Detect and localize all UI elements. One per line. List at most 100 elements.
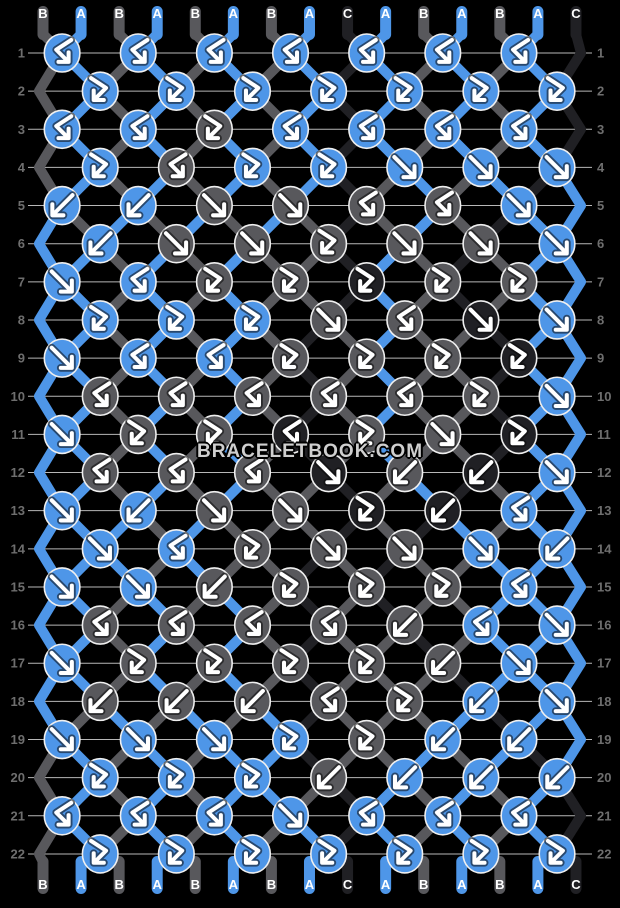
strand-letter-top-1: B	[38, 6, 47, 21]
strand-letter-top-12: A	[457, 6, 467, 21]
knot-arrow-f-r6-c3	[240, 231, 265, 256]
strand-letter-top-15: C	[571, 6, 581, 21]
knot-arrow-bf-r3-c6	[434, 114, 454, 141]
strand-letter-bottom-14: A	[533, 877, 543, 892]
knot-arrow-b-r13-c6	[431, 498, 456, 523]
knot-arrow-bf-r18-c4	[320, 686, 340, 713]
knot-arrow-bf-r10-c1	[92, 381, 112, 408]
knot-arrow-bf-r21-c2	[130, 800, 150, 827]
knot-arrow-bf-r9-c3	[206, 343, 226, 369]
knot-arrow-f-r14-c5	[392, 536, 417, 561]
strand-end-bottom-2	[75, 856, 87, 894]
row-number-right-8: 8	[597, 312, 604, 327]
row-number-right-16: 16	[597, 618, 611, 633]
knot-arrow-bf-r11-c4	[282, 419, 302, 446]
strand-letter-top-2: A	[76, 6, 86, 21]
row-number-left-2: 2	[18, 84, 25, 99]
row-number-left-22: 22	[11, 846, 25, 861]
strand-end-top-11	[418, 6, 430, 40]
row-number-right-10: 10	[597, 389, 611, 404]
knot-arrow-f-r21-c4	[278, 803, 303, 828]
knot-arrow-bf-r1-c2	[130, 37, 150, 64]
knot-arrow-bf-r1-c1	[54, 37, 74, 64]
knot-arrow-f-r19-c3	[201, 727, 227, 752]
knot-arrow-bf-r16-c3	[244, 610, 264, 636]
strand-letter-bottom-4: A	[153, 877, 163, 892]
row-number-right-1: 1	[597, 46, 604, 61]
knot-arrow-f-r5-c4	[278, 193, 303, 218]
row-number-left-16: 16	[11, 618, 25, 633]
knot-arrow-fb-r7-c3	[203, 266, 223, 293]
knot-arrow-bf-r21-c6	[434, 800, 454, 827]
knot-arrow-f-r17-c1	[49, 650, 74, 676]
row-number-left-12: 12	[11, 465, 25, 480]
knot-arrow-fb-r7-c7	[507, 266, 527, 293]
strand-end-top-15	[570, 6, 582, 40]
row-number-left-20: 20	[11, 770, 25, 785]
strand-end-bottom-5	[189, 856, 201, 894]
knot-arrow-fb-r11-c2	[127, 419, 147, 446]
knot-arrow-bf-r3-c2	[130, 114, 150, 141]
knot-arrow-f-r8-c4	[316, 307, 341, 332]
knot-arrow-bf-r10-c5	[396, 381, 416, 408]
knot-arrow-bf-r3-c1	[54, 114, 74, 141]
knot-arrow-fb-r2-c7	[545, 76, 565, 102]
strand-letter-bottom-1: B	[38, 877, 47, 892]
strand-letter-bottom-9: C	[343, 877, 353, 892]
strand-end-bottom-15	[570, 856, 582, 894]
row-number-left-15: 15	[11, 579, 25, 594]
knot-arrow-b-r13-c2	[126, 498, 151, 523]
knot-arrow-b-r6-c1	[88, 231, 113, 256]
row-number-right-15: 15	[597, 579, 611, 594]
knot-arrow-f-r4-c7	[544, 155, 569, 180]
knot-arrow-fb-r22-c3	[241, 838, 261, 865]
knot-arrow-fb-r9-c5	[355, 343, 375, 369]
knot-arrow-f-r8-c6	[468, 307, 493, 332]
row-number-left-11: 11	[11, 427, 25, 442]
row-number-left-18: 18	[11, 694, 25, 709]
strand-letter-bottom-5: B	[191, 877, 200, 892]
row-number-right-11: 11	[597, 427, 611, 442]
knot-arrow-fb-r2-c5	[393, 76, 413, 102]
knot-arrow-b-r20-c4	[316, 765, 342, 790]
row-number-right-17: 17	[597, 656, 611, 671]
knot-arrow-bf-r15-c7	[511, 571, 531, 598]
row-number-right-5: 5	[597, 198, 604, 213]
strand-letter-top-10: A	[381, 6, 391, 21]
strand-letter-top-11: B	[419, 6, 428, 21]
strand-end-top-4	[151, 6, 163, 40]
knot-arrow-fb-r20-c1	[89, 762, 109, 789]
knot-arrow-f-r13-c3	[201, 498, 227, 523]
knot-arrow-f-r8-c7	[544, 307, 569, 332]
strand-letter-top-6: A	[229, 6, 239, 21]
knot-arrow-fb-r22-c7	[545, 838, 565, 865]
knot-arrow-f-r19-c2	[125, 727, 151, 752]
row-number-left-10: 10	[11, 389, 25, 404]
knot-arrow-bf-r9-c2	[130, 343, 150, 369]
row-number-right-2: 2	[597, 84, 604, 99]
knot-arrow-b-r12-c5	[392, 460, 418, 485]
knot-arrow-f-r7-c1	[49, 269, 74, 294]
knot-arrow-f-r12-c7	[544, 460, 569, 485]
row-number-left-17: 17	[11, 656, 25, 671]
row-number-right-9: 9	[597, 351, 604, 366]
knot-arrow-fb-r19-c4	[279, 724, 299, 751]
knot-arrow-fb-r7-c4	[279, 266, 299, 293]
strand-end-bottom-1	[37, 856, 49, 894]
strand-letter-top-3: B	[114, 6, 123, 21]
knot-arrow-fb-r4-c3	[241, 152, 261, 179]
knot-arrow-fb-r9-c6	[431, 343, 451, 369]
knot-arrow-b-r5-c2	[126, 193, 151, 218]
strand-end-top-9	[342, 6, 354, 40]
row-number-left-21: 21	[11, 808, 25, 823]
row-number-right-7: 7	[597, 274, 604, 289]
knot-arrow-b-r20-c7	[545, 765, 570, 790]
knot-arrow-bf-r3-c7	[511, 114, 531, 141]
knot-arrow-fb-r11-c3	[203, 419, 223, 446]
knot-arrow-bf-r3-c4	[282, 114, 302, 141]
knot-arrow-fb-r4-c4	[317, 152, 337, 179]
knot-arrow-fb-r15-c4	[279, 571, 299, 598]
knot-arrow-b-r18-c3	[240, 688, 265, 714]
